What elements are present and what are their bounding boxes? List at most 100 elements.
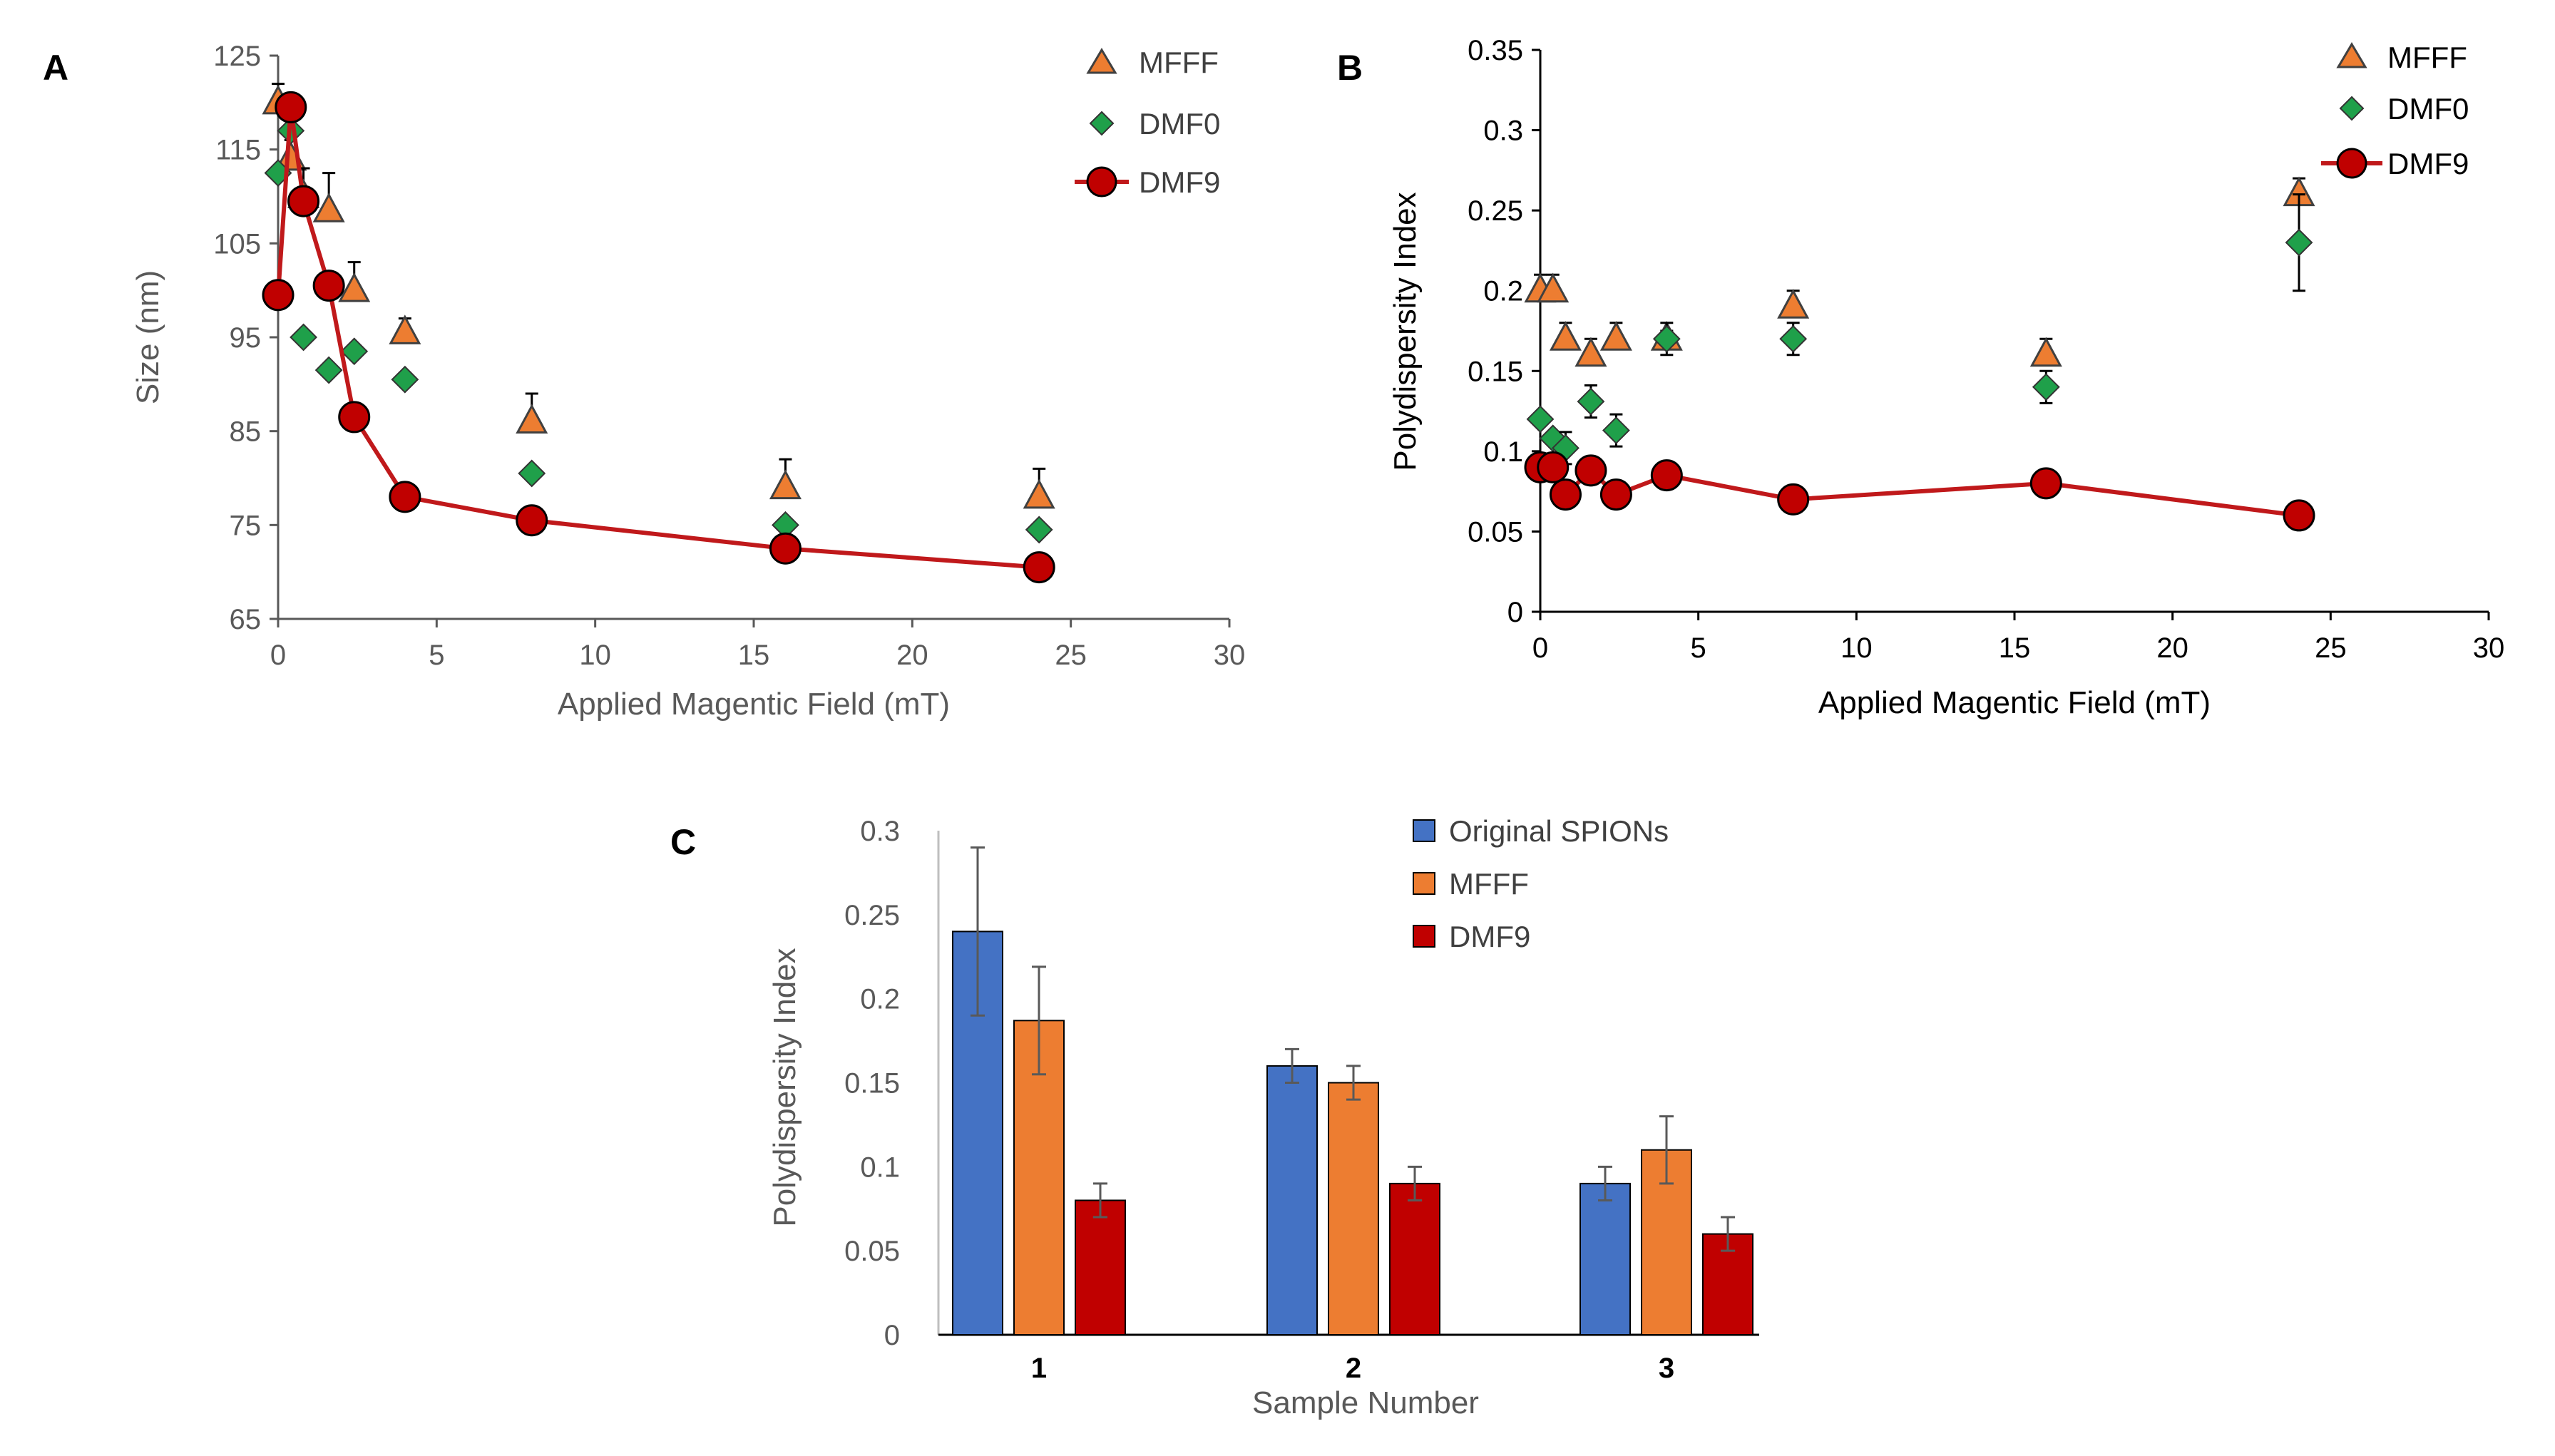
data-point-dmf0-b bbox=[1779, 324, 1808, 353]
panel-label-b: B bbox=[1337, 48, 1363, 88]
panel-label-c: C bbox=[670, 822, 696, 862]
data-point-mfff-b bbox=[1537, 272, 1570, 303]
y-tick-label-a: 105 bbox=[213, 228, 261, 260]
x-tick-label-a: 30 bbox=[1214, 640, 1246, 671]
y-tick-label-c: 0.05 bbox=[844, 1236, 900, 1267]
data-point-dmf9-b bbox=[1650, 459, 1683, 492]
data-point-dmf0-a bbox=[1025, 516, 1053, 544]
legend-c-dmf9-label: DMF9 bbox=[1449, 920, 1530, 953]
y-tick-label-b: 0.35 bbox=[1468, 35, 1523, 66]
legend-a-mfff-label: MFFF bbox=[1139, 46, 1219, 79]
data-point-mfff-a bbox=[338, 272, 371, 302]
data-point-dmf0-b bbox=[2032, 373, 2060, 401]
x-tick-label-a: 25 bbox=[1055, 640, 1087, 671]
data-point-dmf0-a bbox=[518, 459, 546, 488]
legend-c-mfff-label: MFFF bbox=[1449, 867, 1529, 901]
legend-c-dmf9-swatch bbox=[1413, 925, 1435, 948]
x-axis-label-a: Applied Magentic Field (mT) bbox=[558, 687, 950, 722]
data-point-dmf9-a bbox=[1023, 551, 1055, 584]
data-point-mfff-b bbox=[1777, 289, 1810, 319]
data-point-dmf9-a bbox=[389, 481, 421, 513]
legend-c-original-label: Original SPIONs bbox=[1449, 814, 1669, 848]
data-point-dmf0-a bbox=[391, 365, 419, 394]
data-point-mfff-b bbox=[2029, 337, 2062, 367]
x-tick-label-a: 15 bbox=[738, 640, 770, 671]
x-tick-label-b: 5 bbox=[1691, 632, 1706, 664]
category-label-c: 1 bbox=[1031, 1353, 1047, 1384]
data-point-dmf9-b bbox=[1777, 483, 1810, 516]
data-point-dmf9-b bbox=[1599, 478, 1632, 511]
y-tick-label-c: 0 bbox=[884, 1320, 900, 1351]
legend-b: MFFF DMF0 DMF9 bbox=[2321, 41, 2469, 180]
chart-c: C 0 0.05 0.1 0.15 0.2 0.25 0.3 1 2 3 Sample Numb… bbox=[670, 814, 1759, 1420]
legend-a-mfff-marker bbox=[1086, 48, 1117, 74]
data-point-dmf0-b bbox=[1652, 324, 1681, 353]
data-point-mfff-a bbox=[1023, 478, 1055, 509]
y-tick-label-a: 65 bbox=[230, 604, 262, 635]
y-tick-labels-c: 0 0.05 0.1 0.15 0.2 0.25 0.3 bbox=[844, 816, 900, 1351]
x-tick-label-b: 30 bbox=[2473, 632, 2505, 664]
legend-c: Original SPIONs MFFF DMF9 bbox=[1413, 814, 1669, 953]
y-tick-label-a: 85 bbox=[230, 416, 262, 448]
data-point-dmf9-a bbox=[769, 532, 802, 565]
x-tick-labels-a: 0 5 10 15 20 25 30 bbox=[270, 619, 1245, 671]
data-point-mfff-b bbox=[1575, 337, 1607, 367]
legend-a: MFFF DMF0 DMF9 bbox=[1075, 46, 1220, 199]
y-tick-label-c: 0.3 bbox=[860, 816, 900, 847]
data-point-dmf0-b bbox=[1526, 405, 1555, 434]
data-point-dmf9-a bbox=[287, 185, 320, 217]
y-tick-label-b: 0.2 bbox=[1483, 276, 1523, 307]
data-point-dmf9-a bbox=[275, 91, 307, 123]
data-point-dmf0-a bbox=[290, 323, 317, 352]
legend-b-dmf9-marker bbox=[2336, 148, 2367, 179]
legend-a-dmf0-marker bbox=[1089, 111, 1115, 136]
y-tick-label-a: 125 bbox=[213, 41, 261, 72]
x-tick-labels-b: 0 5 10 15 20 25 30 bbox=[1532, 612, 2504, 664]
x-tick-label-b: 15 bbox=[1999, 632, 2031, 664]
bar-original-spions-sample-3 bbox=[1579, 1182, 1631, 1336]
data-point-dmf9-b bbox=[1537, 451, 1570, 483]
x-tick-label-b: 10 bbox=[1840, 632, 1873, 664]
data-point-dmf9-b bbox=[1549, 478, 1582, 511]
data-point-dmf0-b bbox=[1602, 416, 1630, 445]
x-tick-label-a: 5 bbox=[429, 640, 444, 671]
legend-a-dmf9-marker bbox=[1086, 166, 1117, 198]
data-point-dmf9-a bbox=[312, 270, 345, 302]
y-tick-labels-b: 0 0.05 0.1 0.15 0.2 0.25 0.3 0.35 bbox=[1468, 35, 1540, 628]
category-label-c: 3 bbox=[1659, 1353, 1674, 1384]
x-tick-label-a: 10 bbox=[579, 640, 611, 671]
data-point-mfff-b bbox=[1549, 321, 1582, 351]
bar-original-spions-sample-2 bbox=[1266, 1065, 1318, 1336]
x-tick-label-b: 25 bbox=[2315, 632, 2347, 664]
data-point-dmf0-b bbox=[1577, 387, 1605, 416]
data-point-dmf9-a bbox=[262, 279, 295, 312]
y-tick-label-a: 115 bbox=[215, 135, 261, 166]
data-point-mfff-a bbox=[389, 314, 421, 344]
y-axis-label-a: Size (nm) bbox=[130, 270, 165, 404]
y-tick-label-b: 0.05 bbox=[1468, 516, 1523, 548]
y-tick-label-b: 0.3 bbox=[1483, 116, 1523, 147]
data-point-dmf9-a bbox=[516, 504, 548, 537]
y-tick-label-b: 0.25 bbox=[1468, 195, 1523, 227]
x-tick-label-b: 0 bbox=[1532, 632, 1548, 664]
y-tick-label-b: 0.15 bbox=[1468, 356, 1523, 387]
data-point-dmf0-a bbox=[340, 337, 369, 366]
plot-area-c bbox=[952, 846, 1753, 1336]
data-point-dmf9-a bbox=[338, 401, 371, 434]
chart-b: B 0 0.05 0.1 0.15 0.2 0.25 0.3 0.35 0 5 10 15 20 25 3… bbox=[1337, 35, 2504, 720]
category-label-c: 2 bbox=[1346, 1353, 1361, 1384]
x-axis-label-b: Applied Magentic Field (mT) bbox=[1818, 685, 2211, 720]
y-axis-label-c: Polydispersity Index bbox=[767, 948, 802, 1226]
data-point-dmf9-b bbox=[2029, 467, 2062, 500]
legend-c-mfff-swatch bbox=[1413, 872, 1435, 895]
legend-a-dmf0-label: DMF0 bbox=[1139, 107, 1220, 140]
y-tick-labels-a: 65 75 85 95 105 115 125 bbox=[213, 41, 278, 635]
data-point-dmf0-b bbox=[2285, 228, 2313, 257]
legend-b-dmf0-marker bbox=[2339, 96, 2365, 121]
bar-mfff-sample-2 bbox=[1328, 1082, 1379, 1335]
bar-dmf9-sample-2 bbox=[1389, 1182, 1440, 1336]
x-tick-label-b: 20 bbox=[2156, 632, 2188, 664]
chart-a: A 65 75 85 95 105 115 125 0 5 10 15 20 25 30 Applied… bbox=[43, 41, 1245, 722]
legend-b-mfff-marker bbox=[2336, 42, 2367, 68]
y-tick-label-b: 0.1 bbox=[1483, 436, 1523, 468]
